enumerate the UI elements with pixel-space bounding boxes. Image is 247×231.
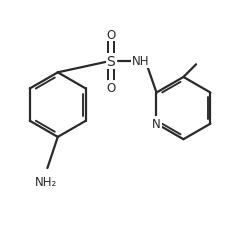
Text: N: N bbox=[152, 118, 161, 131]
Text: O: O bbox=[106, 82, 115, 94]
Text: NH₂: NH₂ bbox=[35, 175, 57, 188]
Text: S: S bbox=[106, 55, 115, 69]
Text: NH: NH bbox=[132, 55, 149, 68]
Text: O: O bbox=[106, 29, 115, 42]
